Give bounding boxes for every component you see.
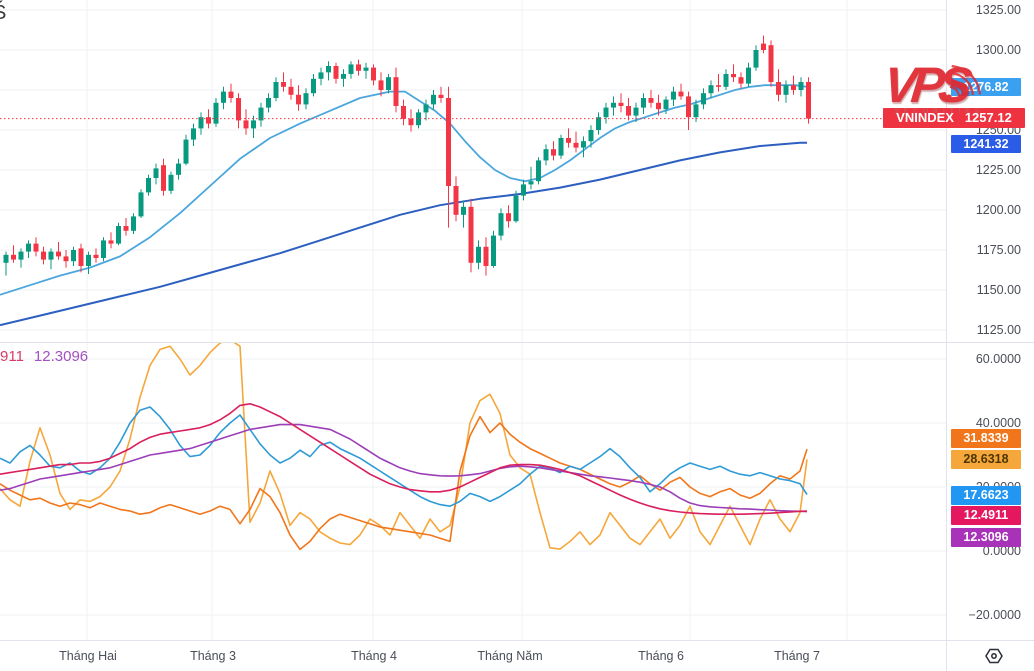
ma-fast-value-badge: 1276.82 xyxy=(951,78,1021,96)
indicator-badge-orange: 31.8339 xyxy=(951,429,1021,448)
price-tick: 1300.00 xyxy=(975,43,1021,57)
pane-divider[interactable] xyxy=(0,342,1034,343)
indicator-badge-purple: 12.3096 xyxy=(951,528,1021,547)
month-label: Tháng 7 xyxy=(774,649,820,663)
price-tick: 1200.00 xyxy=(975,203,1021,217)
month-label: Tháng 6 xyxy=(638,649,684,663)
indicator-tick: −20.0000 xyxy=(968,608,1021,622)
price-tick: 1175.00 xyxy=(976,243,1021,257)
indicator-tick: 0.0000 xyxy=(982,544,1021,558)
pane-settings-hexagon-icon[interactable] xyxy=(984,647,1004,665)
month-label: Tháng Hai xyxy=(59,649,117,663)
indicator-legend-value-purple: 12.3096 xyxy=(33,348,89,365)
month-label: Tháng Năm xyxy=(477,649,543,663)
ma-slow-value-badge: 1241.32 xyxy=(951,135,1021,153)
symbol-label: VNINDEX xyxy=(896,110,954,125)
last-price-badge: VNINDEX 1257.12 xyxy=(883,108,1025,128)
clipped-legend-glyph: Ś xyxy=(0,2,6,25)
last-price-value: 1257.12 xyxy=(964,110,1012,125)
indicator-badge-amber: 28.6318 xyxy=(951,450,1021,469)
indicator-tick: 60.0000 xyxy=(975,352,1021,366)
price-tick: 1325.00 xyxy=(975,3,1021,17)
month-label: Tháng 3 xyxy=(190,649,236,663)
indicator-legend-value-crimson: 911 xyxy=(0,348,24,365)
indicator-badge-blue: 17.6623 xyxy=(951,486,1021,505)
indicator-badge-crimson: 12.4911 xyxy=(951,506,1021,525)
month-label: Tháng 4 xyxy=(351,649,397,663)
indicator-tick: 40.0000 xyxy=(975,416,1021,430)
price-axis-border xyxy=(946,0,947,671)
price-tick: 1125.00 xyxy=(976,323,1021,337)
price-tick: 1225.00 xyxy=(975,163,1021,177)
indicator-legend: 911 12.3096 xyxy=(0,348,88,365)
price-tick: 1150.00 xyxy=(976,283,1021,297)
time-axis-border xyxy=(0,640,1034,641)
